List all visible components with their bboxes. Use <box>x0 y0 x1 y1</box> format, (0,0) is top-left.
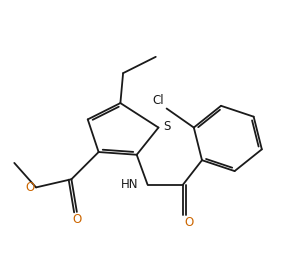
Text: O: O <box>26 181 35 194</box>
Text: HN: HN <box>121 178 138 191</box>
Text: S: S <box>163 120 171 133</box>
Text: Cl: Cl <box>152 94 164 107</box>
Text: O: O <box>184 216 193 229</box>
Text: O: O <box>72 213 82 226</box>
